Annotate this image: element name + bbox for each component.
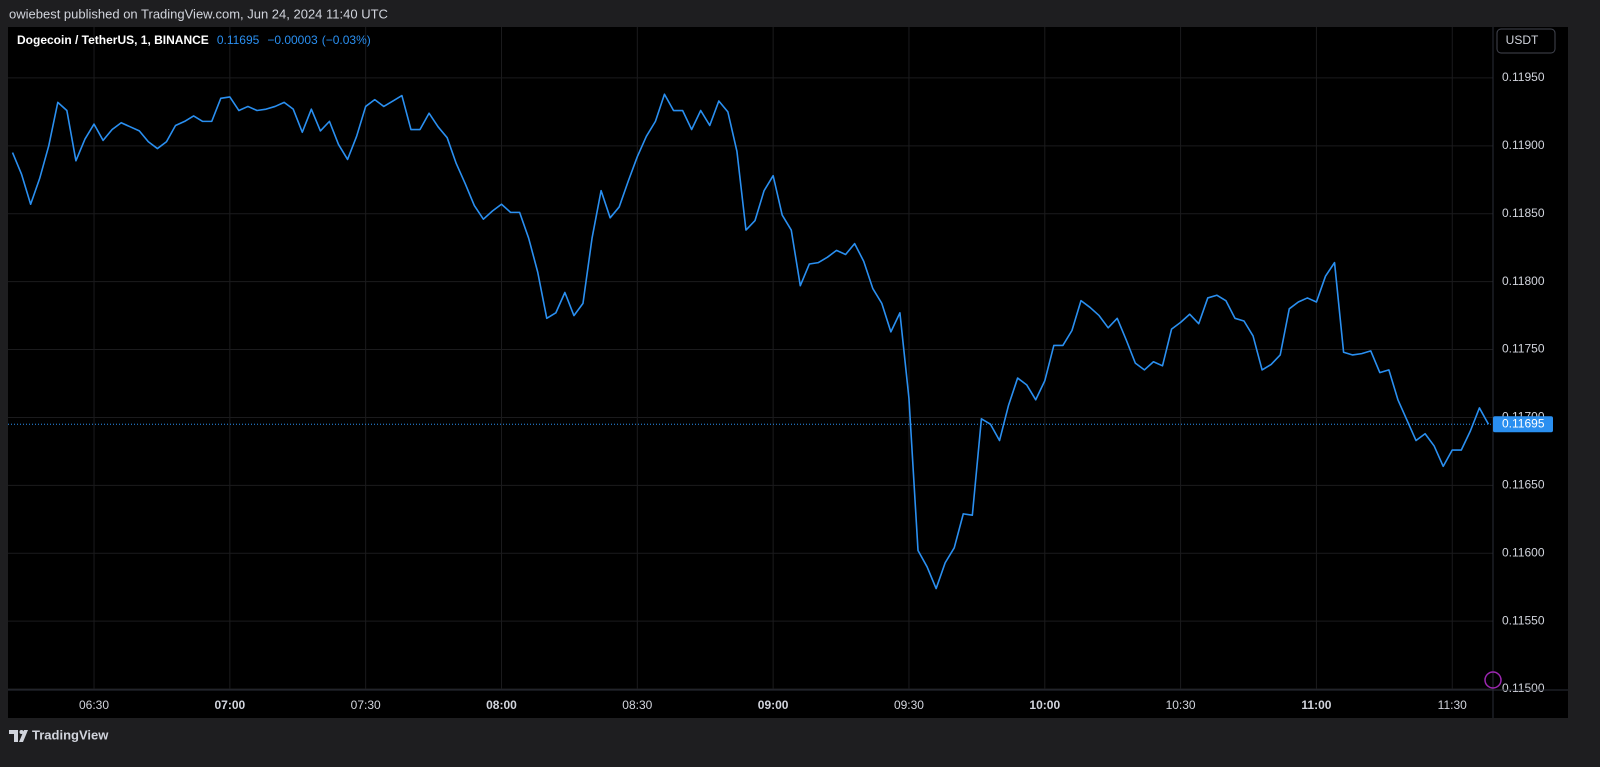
x-tick-label: 11:00 (1301, 698, 1331, 712)
x-tick-label: 08:00 (486, 698, 517, 712)
y-tick-label: 0.11850 (1502, 206, 1545, 220)
price-change-pct: (−0.03%) (322, 33, 371, 47)
currency-label[interactable]: USDT (1506, 33, 1539, 47)
x-tick-label: 10:00 (1029, 698, 1060, 712)
y-tick-label: 0.11600 (1502, 545, 1545, 559)
logo-dot (19, 730, 24, 734)
x-tick-label: 11:30 (1438, 698, 1467, 712)
y-tick-label: 0.11500 (1502, 681, 1545, 695)
published-note: owiebest published on TradingView.com, J… (9, 6, 388, 21)
x-tick-label: 09:30 (894, 698, 924, 712)
x-tick-label: 06:30 (79, 698, 109, 712)
y-tick-label: 0.11900 (1502, 138, 1545, 152)
x-tick-label: 08:30 (622, 698, 652, 712)
y-tick-label: 0.11750 (1502, 342, 1545, 356)
brand-logo (9, 730, 28, 742)
x-tick-label: 09:00 (758, 698, 789, 712)
brand: TradingView (32, 727, 109, 742)
last-price: 0.11695 (217, 33, 260, 47)
chart-panel (8, 27, 1568, 718)
logo-icon (9, 730, 28, 742)
y-tick-label: 0.11650 (1502, 478, 1545, 492)
y-tick-label: 0.11800 (1502, 274, 1545, 288)
grid: 0.115000.115500.116000.116500.117000.117… (8, 27, 1568, 718)
event-icon[interactable] (1484, 671, 1502, 689)
price-line (11, 93, 1490, 590)
y-tick-label: 0.11550 (1502, 613, 1545, 627)
symbol-legend: Dogecoin / TetherUS, 1, BINANCE 0.11695 −0… (17, 33, 371, 47)
x-tick-label: 07:00 (214, 698, 245, 712)
x-tick-label: 10:30 (1166, 698, 1196, 712)
symbol: Dogecoin / TetherUS, 1, BINANCE (17, 33, 209, 47)
last-price-tag-label: 0.11695 (1502, 416, 1545, 430)
marks: 0.11695 (8, 93, 1553, 590)
currency-button[interactable] (1496, 28, 1556, 54)
last-price-tag (1493, 416, 1553, 433)
y-tick-label: 0.11950 (1502, 70, 1545, 84)
x-tick-label: 07:30 (351, 698, 381, 712)
price-change: −0.00003 (267, 33, 318, 47)
